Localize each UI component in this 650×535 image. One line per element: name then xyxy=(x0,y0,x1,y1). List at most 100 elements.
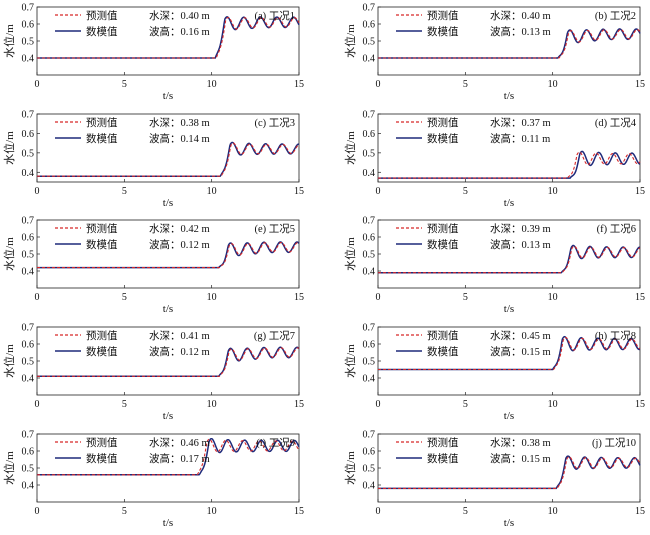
legend-predicted-label: 预测值 xyxy=(427,116,459,129)
y-tick-label: 0.7 xyxy=(363,3,376,14)
x-tick-label: 15 xyxy=(294,292,304,303)
legend-simulated-label: 数模值 xyxy=(86,238,118,251)
x-tick-label: 15 xyxy=(294,186,304,197)
x-axis-label: t/s xyxy=(504,90,514,102)
x-tick-label: 10 xyxy=(548,79,558,90)
series-predicted-line xyxy=(378,151,641,179)
legend-predicted-label: 预测值 xyxy=(86,116,118,129)
water-depth-text: 水深：0.38 m xyxy=(490,437,551,449)
water-depth-text: 水深：0.40 m xyxy=(490,10,551,22)
x-tick-label: 0 xyxy=(376,399,381,410)
legend-simulated-label: 数模值 xyxy=(427,238,459,251)
x-axis-label: t/s xyxy=(504,410,514,422)
series-predicted-line xyxy=(378,456,641,489)
legend-predicted-label: 预测值 xyxy=(86,222,118,235)
y-tick-label: 0.6 xyxy=(22,129,35,140)
y-tick-label: 0.7 xyxy=(22,216,35,227)
x-tick-label: 15 xyxy=(635,292,645,303)
x-axis-label: t/s xyxy=(163,517,173,529)
y-tick-label: 0.5 xyxy=(363,148,376,159)
legend-simulated-label: 数模值 xyxy=(427,132,459,145)
x-tick-label: 5 xyxy=(122,186,127,197)
wave-height-text: 波高：0.12 m xyxy=(149,238,210,251)
x-tick-label: 5 xyxy=(122,506,127,517)
y-tick-label: 0.5 xyxy=(22,250,35,261)
x-tick-label: 15 xyxy=(635,79,645,90)
y-tick-label: 0.4 xyxy=(363,374,376,385)
panel-label: (b) 工况2 xyxy=(595,10,636,22)
wave-height-text: 波高：0.17 m xyxy=(149,452,210,465)
series-predicted-line xyxy=(37,241,300,269)
y-tick-label: 0.4 xyxy=(363,481,376,492)
x-tick-label: 5 xyxy=(122,79,127,90)
panel-label: (i) 工况9 xyxy=(256,437,295,449)
legend-predicted-label: 预测值 xyxy=(86,9,118,22)
wave-height-text: 波高：0.13 m xyxy=(490,25,551,38)
x-tick-label: 10 xyxy=(548,292,558,303)
water-depth-text: 水深：0.45 m xyxy=(490,330,551,342)
y-tick-label: 0.4 xyxy=(363,267,376,278)
legend-simulated-label: 数模值 xyxy=(86,25,118,38)
y-tick-label: 0.7 xyxy=(363,216,376,227)
y-axis-label: 水位/m xyxy=(343,24,357,58)
y-axis-label: 水位/m xyxy=(2,237,16,271)
y-tick-label: 0.4 xyxy=(363,54,376,65)
legend-predicted-label: 预测值 xyxy=(427,436,459,449)
x-axis-label: t/s xyxy=(163,410,173,422)
x-tick-label: 15 xyxy=(635,399,645,410)
x-axis-label: t/s xyxy=(163,197,173,209)
y-tick-label: 0.7 xyxy=(22,3,35,14)
panel-label: (j) 工况10 xyxy=(592,437,636,449)
x-tick-label: 0 xyxy=(376,186,381,197)
legend-simulated-label: 数模值 xyxy=(86,132,118,145)
wave-height-text: 波高：0.11 m xyxy=(490,132,550,145)
series-predicted-line xyxy=(37,16,300,59)
x-tick-label: 5 xyxy=(463,186,468,197)
water-depth-text: 水深：0.37 m xyxy=(490,117,551,129)
x-tick-label: 0 xyxy=(35,79,40,90)
water-depth-text: 水深：0.40 m xyxy=(149,10,210,22)
y-tick-label: 0.5 xyxy=(22,148,35,159)
x-axis-label: t/s xyxy=(504,303,514,315)
y-tick-label: 0.5 xyxy=(363,250,376,261)
x-tick-label: 10 xyxy=(548,506,558,517)
y-axis-label: 水位/m xyxy=(343,237,357,271)
y-tick-label: 0.5 xyxy=(22,357,35,368)
series-simulated-line xyxy=(378,150,641,179)
series-predicted-line xyxy=(37,438,300,476)
legend-simulated-label: 数模值 xyxy=(86,452,118,465)
series-predicted-line xyxy=(378,245,641,274)
y-axis-label: 水位/m xyxy=(343,131,357,165)
y-tick-label: 0.7 xyxy=(363,110,376,121)
x-axis-label: t/s xyxy=(504,517,514,529)
series-predicted-line xyxy=(37,347,300,377)
legend-simulated-label: 数模值 xyxy=(86,345,118,358)
wave-height-text: 波高：0.16 m xyxy=(149,25,210,38)
x-tick-label: 0 xyxy=(35,292,40,303)
x-axis-label: t/s xyxy=(163,90,173,102)
panel-label: (g) 工况7 xyxy=(254,330,295,342)
panel-label: (a) 工况1 xyxy=(254,10,295,22)
x-tick-label: 10 xyxy=(207,399,217,410)
x-tick-label: 10 xyxy=(548,186,558,197)
panel-label: (c) 工况3 xyxy=(254,117,295,129)
legend-predicted-label: 预测值 xyxy=(427,9,459,22)
water-depth-text: 水深：0.38 m xyxy=(149,117,210,129)
y-tick-label: 0.6 xyxy=(22,233,35,244)
y-tick-label: 0.5 xyxy=(363,464,376,475)
y-tick-label: 0.4 xyxy=(22,168,35,179)
y-tick-label: 0.4 xyxy=(22,481,35,492)
y-tick-label: 0.6 xyxy=(22,340,35,351)
y-axis-label: 水位/m xyxy=(343,344,357,378)
x-tick-label: 10 xyxy=(207,79,217,90)
